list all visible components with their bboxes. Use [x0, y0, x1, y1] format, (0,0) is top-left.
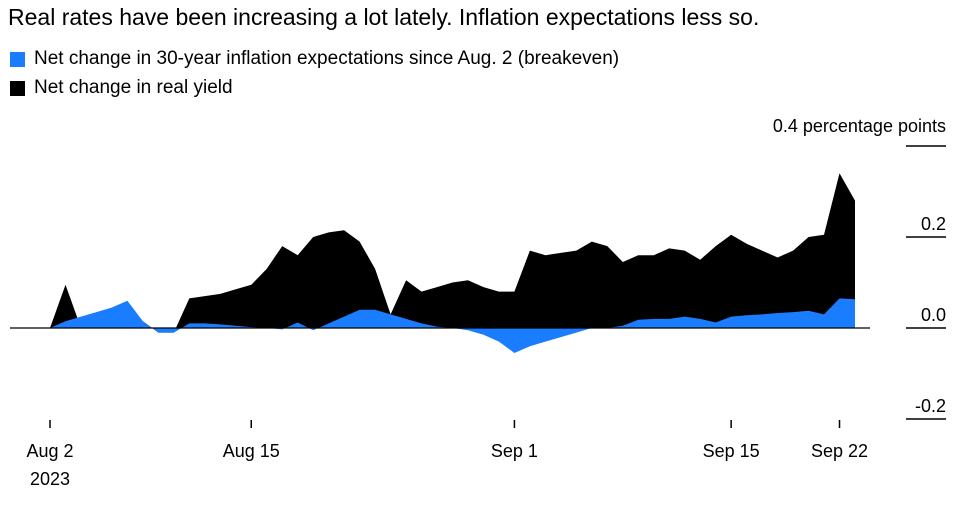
- series-area-real-yield: [50, 173, 855, 333]
- legend-swatch-breakeven: [10, 51, 25, 67]
- legend-label-breakeven: Net change in 30-year inflation expectat…: [34, 48, 620, 69]
- y-tick-label: 0.2: [921, 214, 946, 234]
- legend-swatch-real-yield: [10, 80, 25, 96]
- series-area-breakeven: [50, 298, 855, 353]
- chart-title: Real rates have been increasing a lot la…: [8, 4, 760, 30]
- x-tick-label: Aug 2: [26, 441, 73, 461]
- y-tick-label: -0.2: [915, 396, 946, 416]
- y-tick-label: 0.0: [921, 305, 946, 325]
- x-tick-label: Aug 15: [223, 441, 280, 461]
- x-tick-label: Sep 22: [811, 441, 868, 461]
- y-unit-label: 0.4 percentage points: [773, 116, 946, 136]
- x-tick-label: Sep 1: [491, 441, 538, 461]
- legend-label-real-yield: Net change in real yield: [34, 77, 233, 98]
- legend-item-real-yield: Net change in real yield: [10, 77, 233, 99]
- x-tick-label: Sep 15: [703, 441, 760, 461]
- x-tick-sublabel: 2023: [30, 469, 70, 489]
- legend-item-breakeven: Net change in 30-year inflation expectat…: [10, 48, 619, 70]
